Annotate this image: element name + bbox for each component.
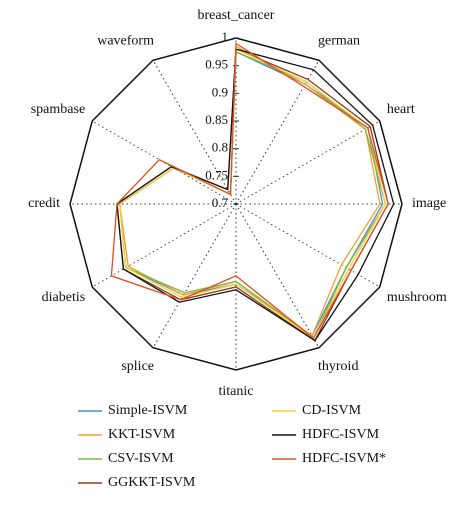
tick-label: 0.85 <box>205 112 228 127</box>
category-label: credit <box>28 196 60 211</box>
legend-label: KKT-ISVM <box>108 427 176 442</box>
spoke <box>91 120 237 205</box>
category-label: breast_cancer <box>198 8 275 23</box>
category-label: splice <box>121 359 154 374</box>
legend-label: HDFC-ISVM* <box>302 451 386 466</box>
spoke <box>235 203 320 349</box>
series-line <box>116 48 395 342</box>
category-label: heart <box>387 102 415 117</box>
category-label: thyroid <box>318 359 358 374</box>
legend-label: CD-ISVM <box>302 403 362 418</box>
category-label: titanic <box>219 384 254 399</box>
spoke <box>91 203 237 288</box>
category-label: mushroom <box>387 290 447 305</box>
radar-frame <box>69 37 403 371</box>
spoke <box>235 59 320 205</box>
category-label: image <box>412 196 446 211</box>
category-label: waveform <box>97 33 154 48</box>
tick-label: 0.95 <box>205 57 228 72</box>
spoke <box>152 59 237 205</box>
tick-label: 1 <box>222 29 229 44</box>
series-line <box>110 42 389 340</box>
legend-label: CSV-ISVM <box>108 451 174 466</box>
legend-label: GGKKT-ISVM <box>108 475 196 490</box>
category-label: diabetis <box>42 290 86 305</box>
spoke <box>235 203 381 288</box>
tick-label: 0.75 <box>205 167 228 182</box>
spoke <box>152 203 237 349</box>
tick-label: 0.7 <box>212 195 229 210</box>
spoke <box>235 120 381 205</box>
legend-label: Simple-ISVM <box>108 403 188 418</box>
category-label: german <box>318 33 360 48</box>
legend-label: HDFC-ISVM <box>302 427 380 442</box>
tick-label: 0.8 <box>212 140 228 155</box>
category-label: spambase <box>31 102 85 117</box>
tick-label: 0.9 <box>212 84 228 99</box>
